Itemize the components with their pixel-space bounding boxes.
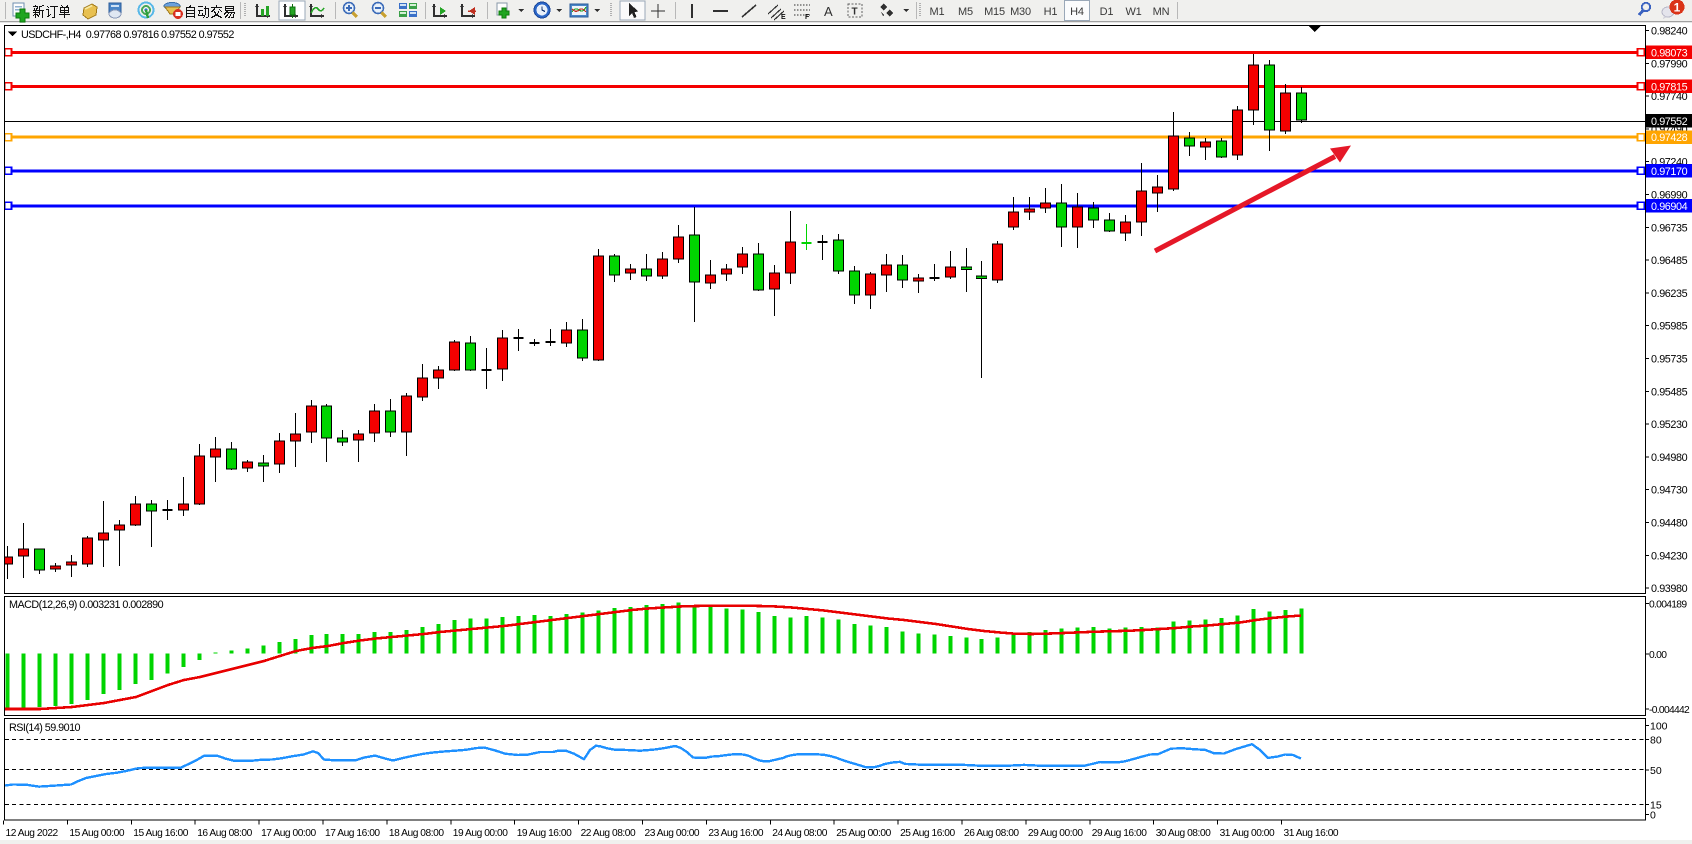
svg-text:H1: H1 [1044,6,1058,18]
svg-text:MACD(12,26,9) 0.003231 0.00289: MACD(12,26,9) 0.003231 0.002890 [9,599,164,611]
svg-text:F: F [805,14,810,21]
svg-text:RSI(14) 59.9010: RSI(14) 59.9010 [9,722,81,734]
svg-text:H4: H4 [1070,6,1084,18]
svg-text:26 Aug 08:00: 26 Aug 08:00 [964,828,1019,839]
svg-text:25 Aug 16:00: 25 Aug 16:00 [900,828,955,839]
svg-text:0.98240: 0.98240 [1651,26,1688,38]
svg-text:22 Aug 08:00: 22 Aug 08:00 [581,828,636,839]
svg-text:0.93980: 0.93980 [1651,583,1688,595]
svg-text:0.95485: 0.95485 [1651,386,1688,398]
svg-text:80: 80 [1650,734,1662,746]
svg-text:1: 1 [1674,1,1681,15]
svg-text:T: T [852,7,858,18]
svg-text:0.00: 0.00 [1649,650,1667,661]
svg-text:M15: M15 [984,6,1005,18]
svg-text:23 Aug 00:00: 23 Aug 00:00 [645,828,700,839]
svg-text:0.96485: 0.96485 [1651,255,1688,267]
svg-text:0.94730: 0.94730 [1651,485,1688,497]
svg-text:0.96235: 0.96235 [1651,288,1688,300]
svg-text:29 Aug 16:00: 29 Aug 16:00 [1092,828,1147,839]
svg-text:15 Aug 00:00: 15 Aug 00:00 [69,828,124,839]
svg-text:A: A [824,4,833,19]
svg-text:17 Aug 00:00: 17 Aug 00:00 [261,828,316,839]
svg-text:19 Aug 16:00: 19 Aug 16:00 [517,828,572,839]
svg-text:USDCHF-,H4 0.97768 0.97816 0.: USDCHF-,H4 0.97768 0.97816 0.97552 0.975… [21,29,234,41]
svg-text:E: E [781,14,786,21]
svg-text:12 Aug 2022: 12 Aug 2022 [6,828,59,839]
svg-text:M5: M5 [958,6,973,18]
svg-text:0.94980: 0.94980 [1651,452,1688,464]
svg-text:0.97428: 0.97428 [1651,132,1688,144]
svg-text:25 Aug 00:00: 25 Aug 00:00 [836,828,891,839]
svg-text:0.98073: 0.98073 [1651,47,1688,59]
svg-text:0.95735: 0.95735 [1651,354,1688,366]
svg-text:0.97170: 0.97170 [1651,166,1688,178]
svg-text:29 Aug 00:00: 29 Aug 00:00 [1028,828,1083,839]
svg-text:50: 50 [1650,765,1662,777]
svg-text:15 Aug 16:00: 15 Aug 16:00 [133,828,188,839]
svg-text:0.94480: 0.94480 [1651,518,1688,530]
svg-text:MN: MN [1153,6,1170,18]
svg-text:31 Aug 00:00: 31 Aug 00:00 [1220,828,1275,839]
svg-text:-0.004442: -0.004442 [1649,705,1690,716]
svg-text:0.97815: 0.97815 [1651,81,1688,93]
svg-text:17 Aug 16:00: 17 Aug 16:00 [325,828,380,839]
svg-text:31 Aug 16:00: 31 Aug 16:00 [1284,828,1339,839]
svg-text:23 Aug 16:00: 23 Aug 16:00 [708,828,763,839]
svg-text:W1: W1 [1125,6,1141,18]
svg-text:16 Aug 08:00: 16 Aug 08:00 [197,828,252,839]
svg-text:0.004189: 0.004189 [1649,600,1687,611]
svg-text:24 Aug 08:00: 24 Aug 08:00 [772,828,827,839]
svg-text:0.95985: 0.95985 [1651,321,1688,333]
svg-text:18 Aug 08:00: 18 Aug 08:00 [389,828,444,839]
svg-text:15: 15 [1650,800,1662,812]
svg-text:0.97552: 0.97552 [1651,116,1688,128]
svg-text:0.96990: 0.96990 [1651,190,1688,202]
svg-text:0.94230: 0.94230 [1651,550,1688,562]
svg-text:19 Aug 00:00: 19 Aug 00:00 [453,828,508,839]
svg-text:100: 100 [1650,721,1668,733]
svg-text:0.95230: 0.95230 [1651,419,1688,431]
svg-text:D1: D1 [1100,6,1114,18]
svg-text:M1: M1 [930,6,945,18]
svg-text:0.96904: 0.96904 [1651,201,1688,213]
svg-text:M30: M30 [1010,6,1031,18]
svg-text:0: 0 [1650,810,1656,822]
svg-text:0.96735: 0.96735 [1651,222,1688,234]
svg-text:0.97990: 0.97990 [1651,58,1688,70]
svg-text:30 Aug 08:00: 30 Aug 08:00 [1156,828,1211,839]
svg-text:0.97740: 0.97740 [1651,91,1688,103]
